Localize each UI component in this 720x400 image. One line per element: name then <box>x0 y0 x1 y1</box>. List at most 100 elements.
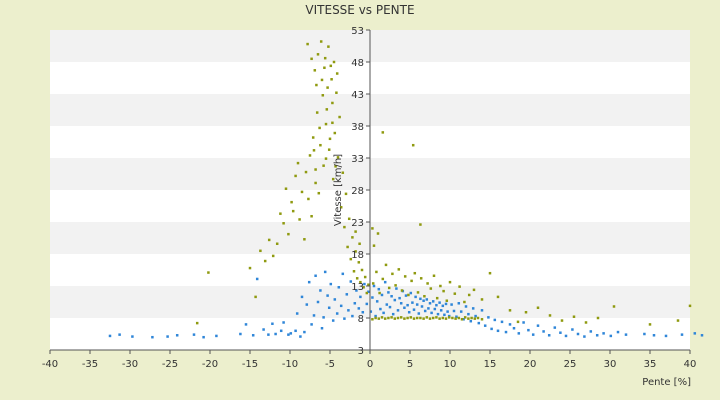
data-point <box>469 319 473 323</box>
data-point <box>303 330 306 334</box>
data-point <box>239 332 242 336</box>
data-point <box>457 302 461 305</box>
data-point <box>487 316 490 319</box>
data-point <box>359 295 362 299</box>
data-point <box>444 317 448 320</box>
data-point <box>447 316 451 319</box>
data-point <box>471 307 475 310</box>
data-point <box>267 333 270 336</box>
data-point <box>422 299 425 302</box>
data-point <box>300 295 304 299</box>
data-point <box>328 137 332 141</box>
data-point <box>531 333 535 336</box>
data-point <box>380 316 384 319</box>
data-point <box>341 171 345 174</box>
data-point <box>354 250 357 253</box>
data-point <box>447 314 451 318</box>
data-point <box>151 335 154 339</box>
data-point <box>403 317 406 320</box>
x-axis-label: Pente [%] <box>642 377 691 388</box>
data-point <box>318 126 321 130</box>
data-point <box>248 266 252 270</box>
data-point <box>572 315 576 318</box>
data-point <box>343 225 346 229</box>
y-tick-label: 18 <box>351 250 364 261</box>
data-point <box>332 60 336 64</box>
data-point <box>403 275 407 278</box>
data-point <box>279 329 283 333</box>
data-point <box>490 327 493 331</box>
data-point <box>357 307 361 310</box>
data-point <box>395 287 398 290</box>
y-tick-label: 8 <box>358 314 364 325</box>
data-point <box>536 306 540 310</box>
data-point <box>345 293 349 296</box>
data-point <box>347 309 350 312</box>
data-point <box>548 314 552 317</box>
data-point <box>439 309 443 312</box>
data-point <box>536 324 540 327</box>
data-point <box>399 302 403 305</box>
data-point <box>362 286 365 289</box>
data-point <box>377 317 381 320</box>
data-point <box>307 197 310 201</box>
data-point <box>441 304 445 308</box>
data-point <box>643 332 646 336</box>
x-tick-label: -5 <box>325 359 335 370</box>
data-point <box>463 300 466 304</box>
data-point <box>435 296 439 300</box>
y-tick-label: 43 <box>351 90 364 101</box>
data-point <box>416 291 420 294</box>
x-tick-label: 15 <box>484 359 497 370</box>
x-tick-label: -30 <box>122 359 138 370</box>
data-point <box>399 316 403 319</box>
data-point <box>303 238 306 241</box>
y-axis-label: Vitesse [km/h] <box>333 154 344 226</box>
data-point <box>423 294 426 298</box>
data-point <box>431 316 435 320</box>
data-point <box>331 177 335 181</box>
data-point <box>432 274 436 278</box>
data-point <box>357 261 361 264</box>
data-point <box>363 275 367 279</box>
data-point <box>354 230 357 233</box>
data-point <box>371 227 374 230</box>
data-point <box>377 287 381 291</box>
data-point <box>560 319 564 322</box>
data-point <box>333 298 337 301</box>
data-point <box>441 316 445 320</box>
data-point <box>652 334 656 337</box>
data-point <box>602 332 605 335</box>
data-point <box>378 291 381 295</box>
data-point <box>664 334 668 338</box>
data-point <box>319 143 322 147</box>
data-point <box>367 290 370 294</box>
data-point <box>388 305 392 309</box>
data-point <box>504 330 508 334</box>
x-axis-ticks: -40 -35 -30 -25 -20 -15 -10 -5 0 5 10 15 20 25 30 35 40 <box>42 350 696 370</box>
data-point <box>294 329 297 333</box>
data-point <box>397 268 401 271</box>
data-point <box>403 306 406 310</box>
data-point <box>118 333 121 336</box>
data-point <box>379 307 382 311</box>
data-point <box>341 272 345 276</box>
data-point <box>474 314 477 318</box>
data-point <box>444 302 448 306</box>
data-point <box>331 121 334 125</box>
x-tick-label: 0 <box>367 359 373 370</box>
data-point <box>380 293 384 297</box>
data-point <box>338 115 341 119</box>
data-point <box>312 314 316 317</box>
data-point <box>589 330 593 333</box>
x-tick-label: 25 <box>564 359 577 370</box>
data-point <box>391 312 395 316</box>
data-point <box>131 335 134 338</box>
data-point <box>319 289 322 292</box>
data-point <box>381 277 385 281</box>
data-point <box>314 181 317 185</box>
data-point <box>369 310 373 313</box>
data-point <box>355 289 358 292</box>
data-point <box>524 310 528 314</box>
